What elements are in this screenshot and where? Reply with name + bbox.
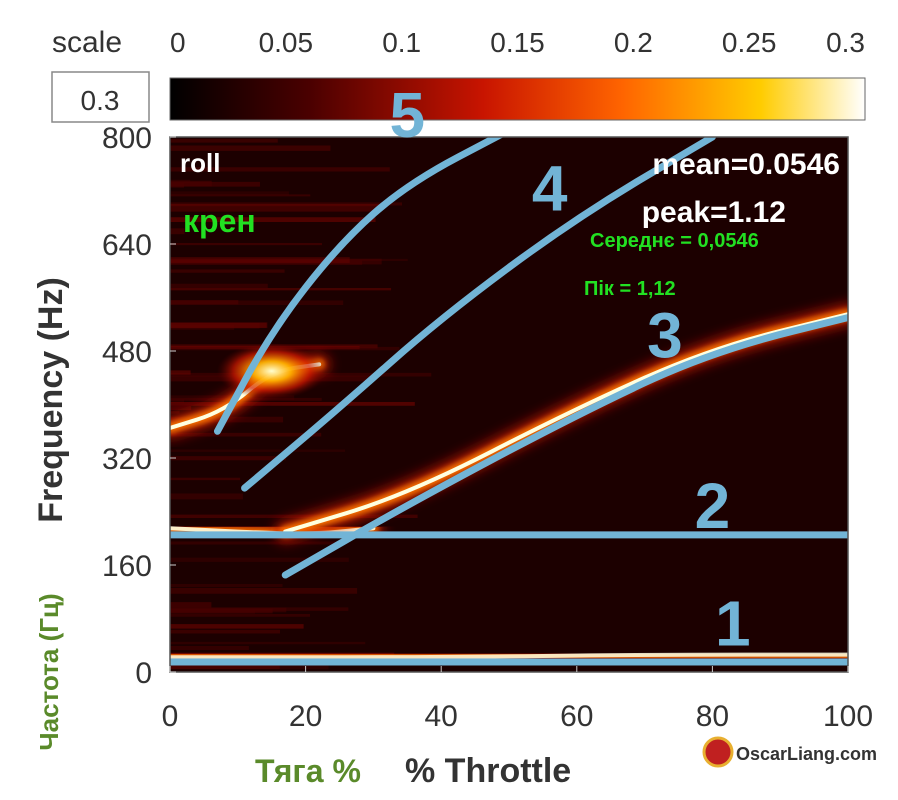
y-tick-label: 800: [102, 122, 152, 155]
colorbar-tick-label: 0.05: [259, 27, 314, 58]
panel-label-uk: крен: [183, 203, 256, 239]
x-axis-label-uk: Тяга %: [255, 753, 361, 789]
y-axis-title: Frequency (Hz) Частота (Гц): [32, 277, 70, 750]
annotation-label-3: 3: [647, 300, 683, 372]
x-tick-label: 20: [289, 700, 322, 733]
colorbar-label: scale: [52, 26, 122, 59]
stat-mean: mean=0.0546: [652, 148, 840, 181]
x-tick-label: 40: [425, 700, 458, 733]
watermark-logo-icon: [704, 738, 732, 766]
y-tick-label: 0: [135, 657, 152, 690]
colorbar-max-value: 0.3: [81, 85, 120, 116]
panel-label: roll: [180, 148, 220, 178]
y-tick-label: 160: [102, 550, 152, 583]
heatmap-hotspot: [217, 343, 327, 399]
stat-peak: peak=1.12: [642, 196, 786, 229]
x-tick-label: 60: [560, 700, 593, 733]
colorbar: [170, 78, 865, 120]
colorbar-tick-label: 0.25: [722, 27, 777, 58]
colorbar-tick-label: 0.15: [490, 27, 545, 58]
annotation-label-2: 2: [695, 470, 731, 542]
x-axis-ticks: 0 20 40 60 80 100: [162, 666, 873, 733]
x-tick-label: 80: [696, 700, 729, 733]
annotation-label-1: 1: [715, 587, 751, 659]
x-axis-label: % Throttle: [405, 752, 571, 790]
colorbar-tick-label: 0.3: [826, 27, 865, 58]
x-tick-label: 0: [162, 700, 179, 733]
watermark: OscarLiang.com: [704, 738, 877, 766]
stat-peak-uk: Пік = 1,12: [584, 278, 676, 300]
x-tick-label: 100: [823, 700, 873, 733]
colorbar-tick-label: 0.1: [382, 27, 421, 58]
colorbar-ticks: 0 0.05 0.1 0.15 0.2 0.25 0.3: [170, 27, 865, 58]
annotation-label-5: 5: [390, 79, 426, 151]
y-tick-label: 640: [102, 229, 152, 262]
stat-mean-uk: Середнє = 0,0546: [590, 230, 759, 252]
watermark-text: OscarLiang.com: [736, 744, 877, 764]
annotation-label-4: 4: [532, 153, 568, 225]
x-axis-title: Тяга % % Throttle: [255, 752, 571, 790]
y-axis-ticks: 0 160 320 480 640 800: [102, 122, 176, 690]
colorbar-tick-label: 0: [170, 27, 186, 58]
y-tick-label: 320: [102, 443, 152, 476]
colorbar-tick-label: 0.2: [614, 27, 653, 58]
y-axis-label-uk: Частота (Гц): [34, 593, 64, 750]
y-tick-label: 480: [102, 336, 152, 369]
y-axis-label: Frequency (Hz): [32, 277, 70, 523]
